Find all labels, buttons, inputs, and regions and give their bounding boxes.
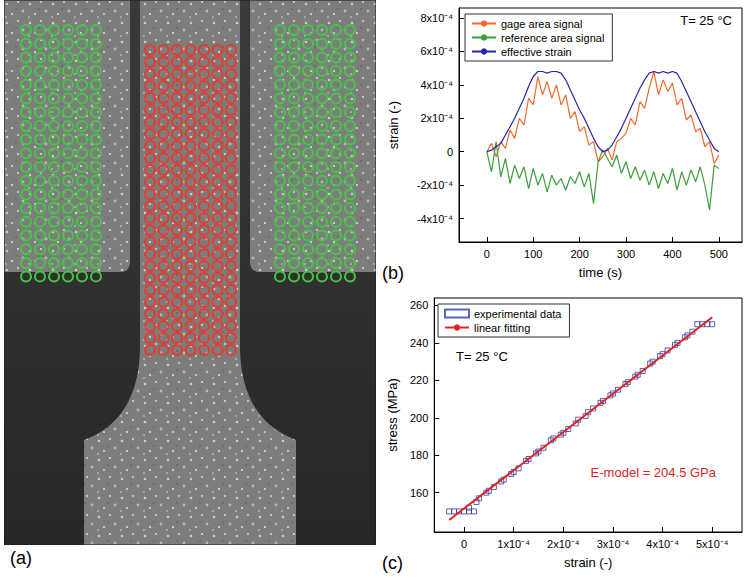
svg-text:260: 260 [410,299,428,311]
svg-text:linear fitting: linear fitting [474,322,530,334]
svg-text:300: 300 [617,248,635,260]
svg-text:8x10⁻⁴: 8x10⁻⁴ [420,12,453,24]
svg-text:0: 0 [447,146,453,158]
svg-text:1x10⁻⁴: 1x10⁻⁴ [497,538,530,550]
svg-text:0: 0 [461,538,467,550]
svg-text:220: 220 [410,374,428,386]
svg-text:160: 160 [410,487,428,499]
svg-text:stress (MPa): stress (MPa) [385,378,400,452]
svg-text:240: 240 [410,337,428,349]
svg-text:0: 0 [484,248,490,260]
svg-text:3x10⁻⁴: 3x10⁻⁴ [597,538,630,550]
svg-text:2x10⁻⁴: 2x10⁻⁴ [547,538,580,550]
html-text:(a): (a) [10,548,32,568]
svg-text:reference area signal: reference area signal [501,32,604,44]
svg-text:500: 500 [710,248,728,260]
svg-text:(b): (b) [382,263,404,283]
svg-text:200: 200 [570,248,588,260]
svg-text:E-model = 204.5 GPa: E-model = 204.5 GPa [591,465,717,480]
svg-text:strain (-): strain (-) [386,101,401,149]
svg-text:strain (-): strain (-) [564,555,612,570]
svg-text:100: 100 [524,248,542,260]
svg-text:-2x10⁻⁴: -2x10⁻⁴ [417,179,454,191]
svg-text:-4x10⁻⁴: -4x10⁻⁴ [417,213,454,225]
svg-text:time (s): time (s) [579,265,622,280]
svg-text:180: 180 [410,449,428,461]
svg-text:effective strain: effective strain [501,46,572,58]
svg-text:gage area signal: gage area signal [501,18,582,30]
svg-text:4x10⁻⁴: 4x10⁻⁴ [646,538,679,550]
svg-text:T= 25 °C: T= 25 °C [456,349,508,364]
svg-text:T= 25 °C: T= 25 °C [680,13,732,28]
svg-text:200: 200 [410,412,428,424]
svg-text:2x10⁻⁴: 2x10⁻⁴ [420,112,453,124]
svg-text:experimental data: experimental data [474,308,562,320]
svg-text:4x10⁻⁴: 4x10⁻⁴ [420,79,453,91]
svg-text:400: 400 [663,248,681,260]
svg-text:(c): (c) [382,553,403,573]
svg-text:6x10⁻⁴: 6x10⁻⁴ [420,45,453,57]
svg-text:5x10⁻⁴: 5x10⁻⁴ [696,538,729,550]
